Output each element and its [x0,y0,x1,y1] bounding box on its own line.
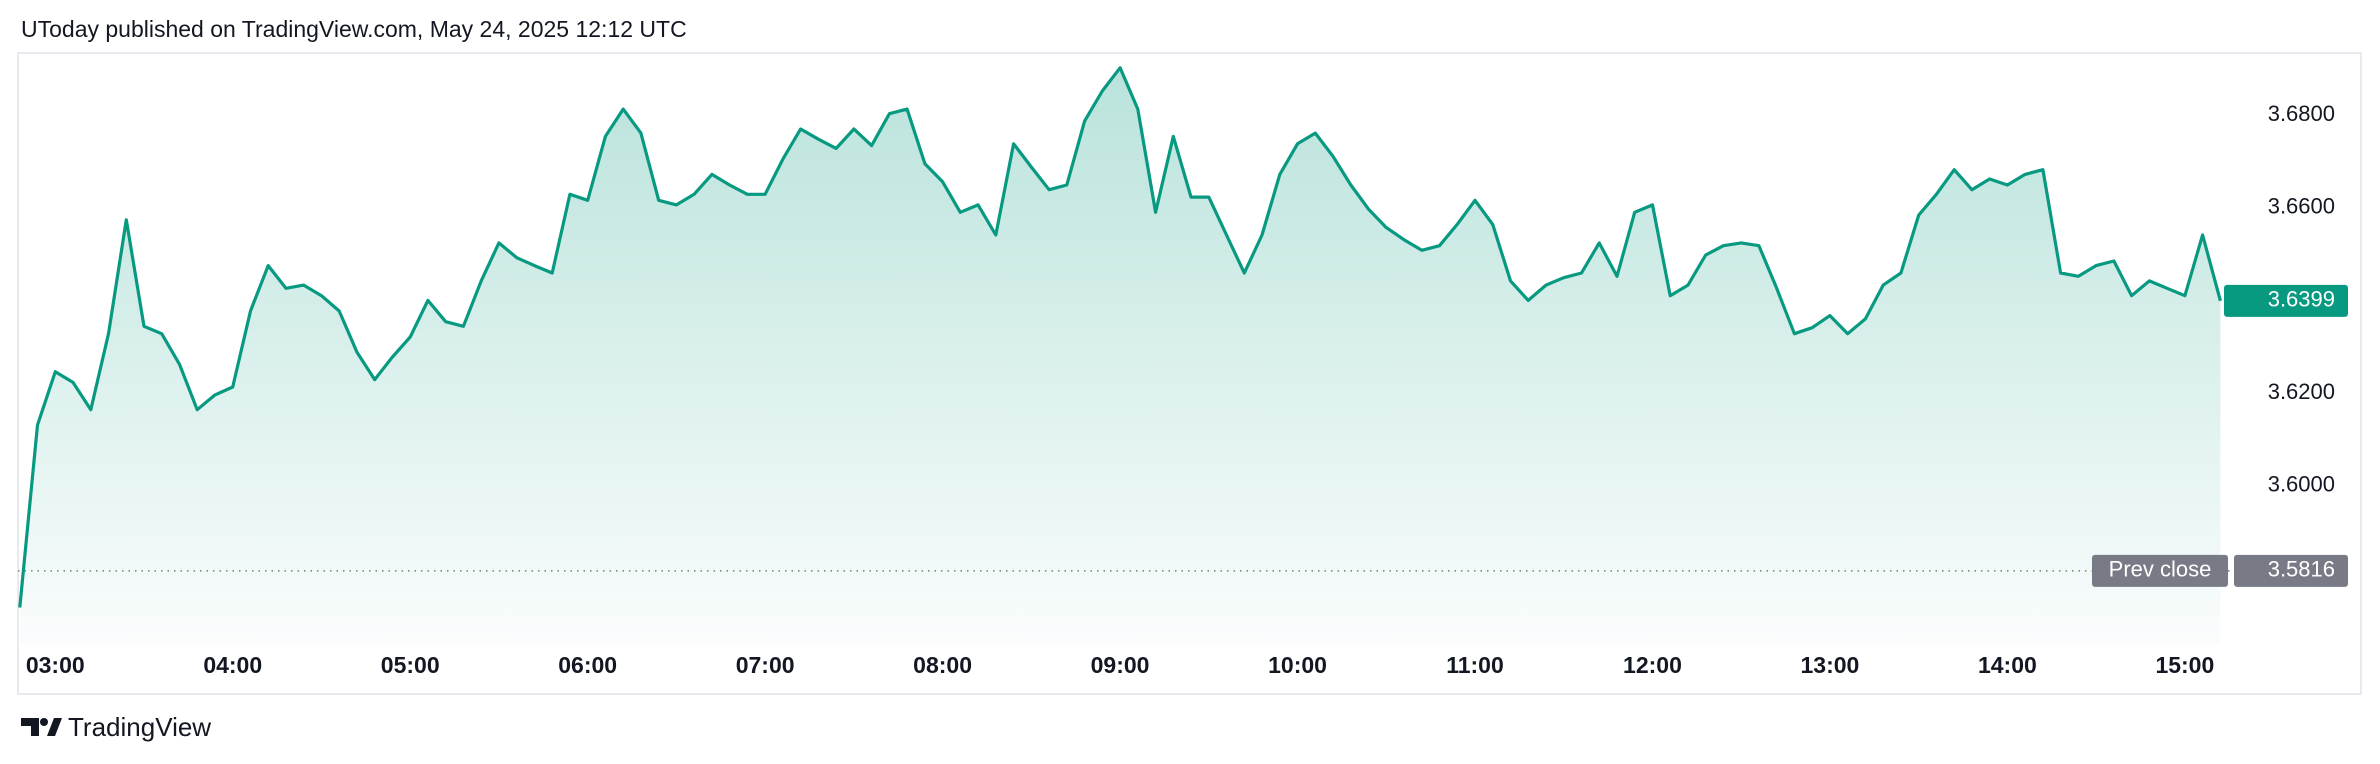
prev-close-value: 3.5816 [2268,557,2335,582]
prev-close-value-box [2234,554,2348,587]
prev-close-label-box [2092,554,2228,587]
y-tick-label: 3.6200 [2268,379,2335,404]
y-tick-label: 3.6000 [2268,471,2335,496]
x-tick-label: 11:00 [1446,652,1504,678]
x-tick-label: 15:00 [2155,652,2214,678]
y-tick-label: 3.6600 [2268,194,2335,219]
x-tick-label: 09:00 [1091,652,1150,678]
x-tick-label: 14:00 [1978,652,2037,678]
brand-text: TradingView [68,712,211,742]
header-text: UToday published on TradingView.com, May… [21,16,687,42]
x-tick-label: 04:00 [203,652,262,678]
prev-close-label: Prev close [2109,557,2212,582]
x-tick-label: 06:00 [558,652,617,678]
x-tick-label: 10:00 [1268,652,1327,678]
x-tick-label: 12:00 [1623,652,1682,678]
chart-frame [17,52,2362,695]
x-tick-label: 13:00 [1801,652,1860,678]
x-tick-label: 08:00 [913,652,972,678]
logo-mark [21,718,39,736]
logo-mark [47,718,62,736]
x-tick-label: 07:00 [736,652,795,678]
last-price-label: 3.6399 [2268,287,2335,312]
y-tick-label: 3.6800 [2268,101,2335,126]
price-line [18,66,2222,608]
logo [21,718,62,736]
x-tick-label: 05:00 [381,652,440,678]
area-fill [19,67,2221,646]
logo-dot [40,718,48,726]
x-tick-label: 03:00 [26,652,85,678]
last-price-box [2224,284,2348,317]
